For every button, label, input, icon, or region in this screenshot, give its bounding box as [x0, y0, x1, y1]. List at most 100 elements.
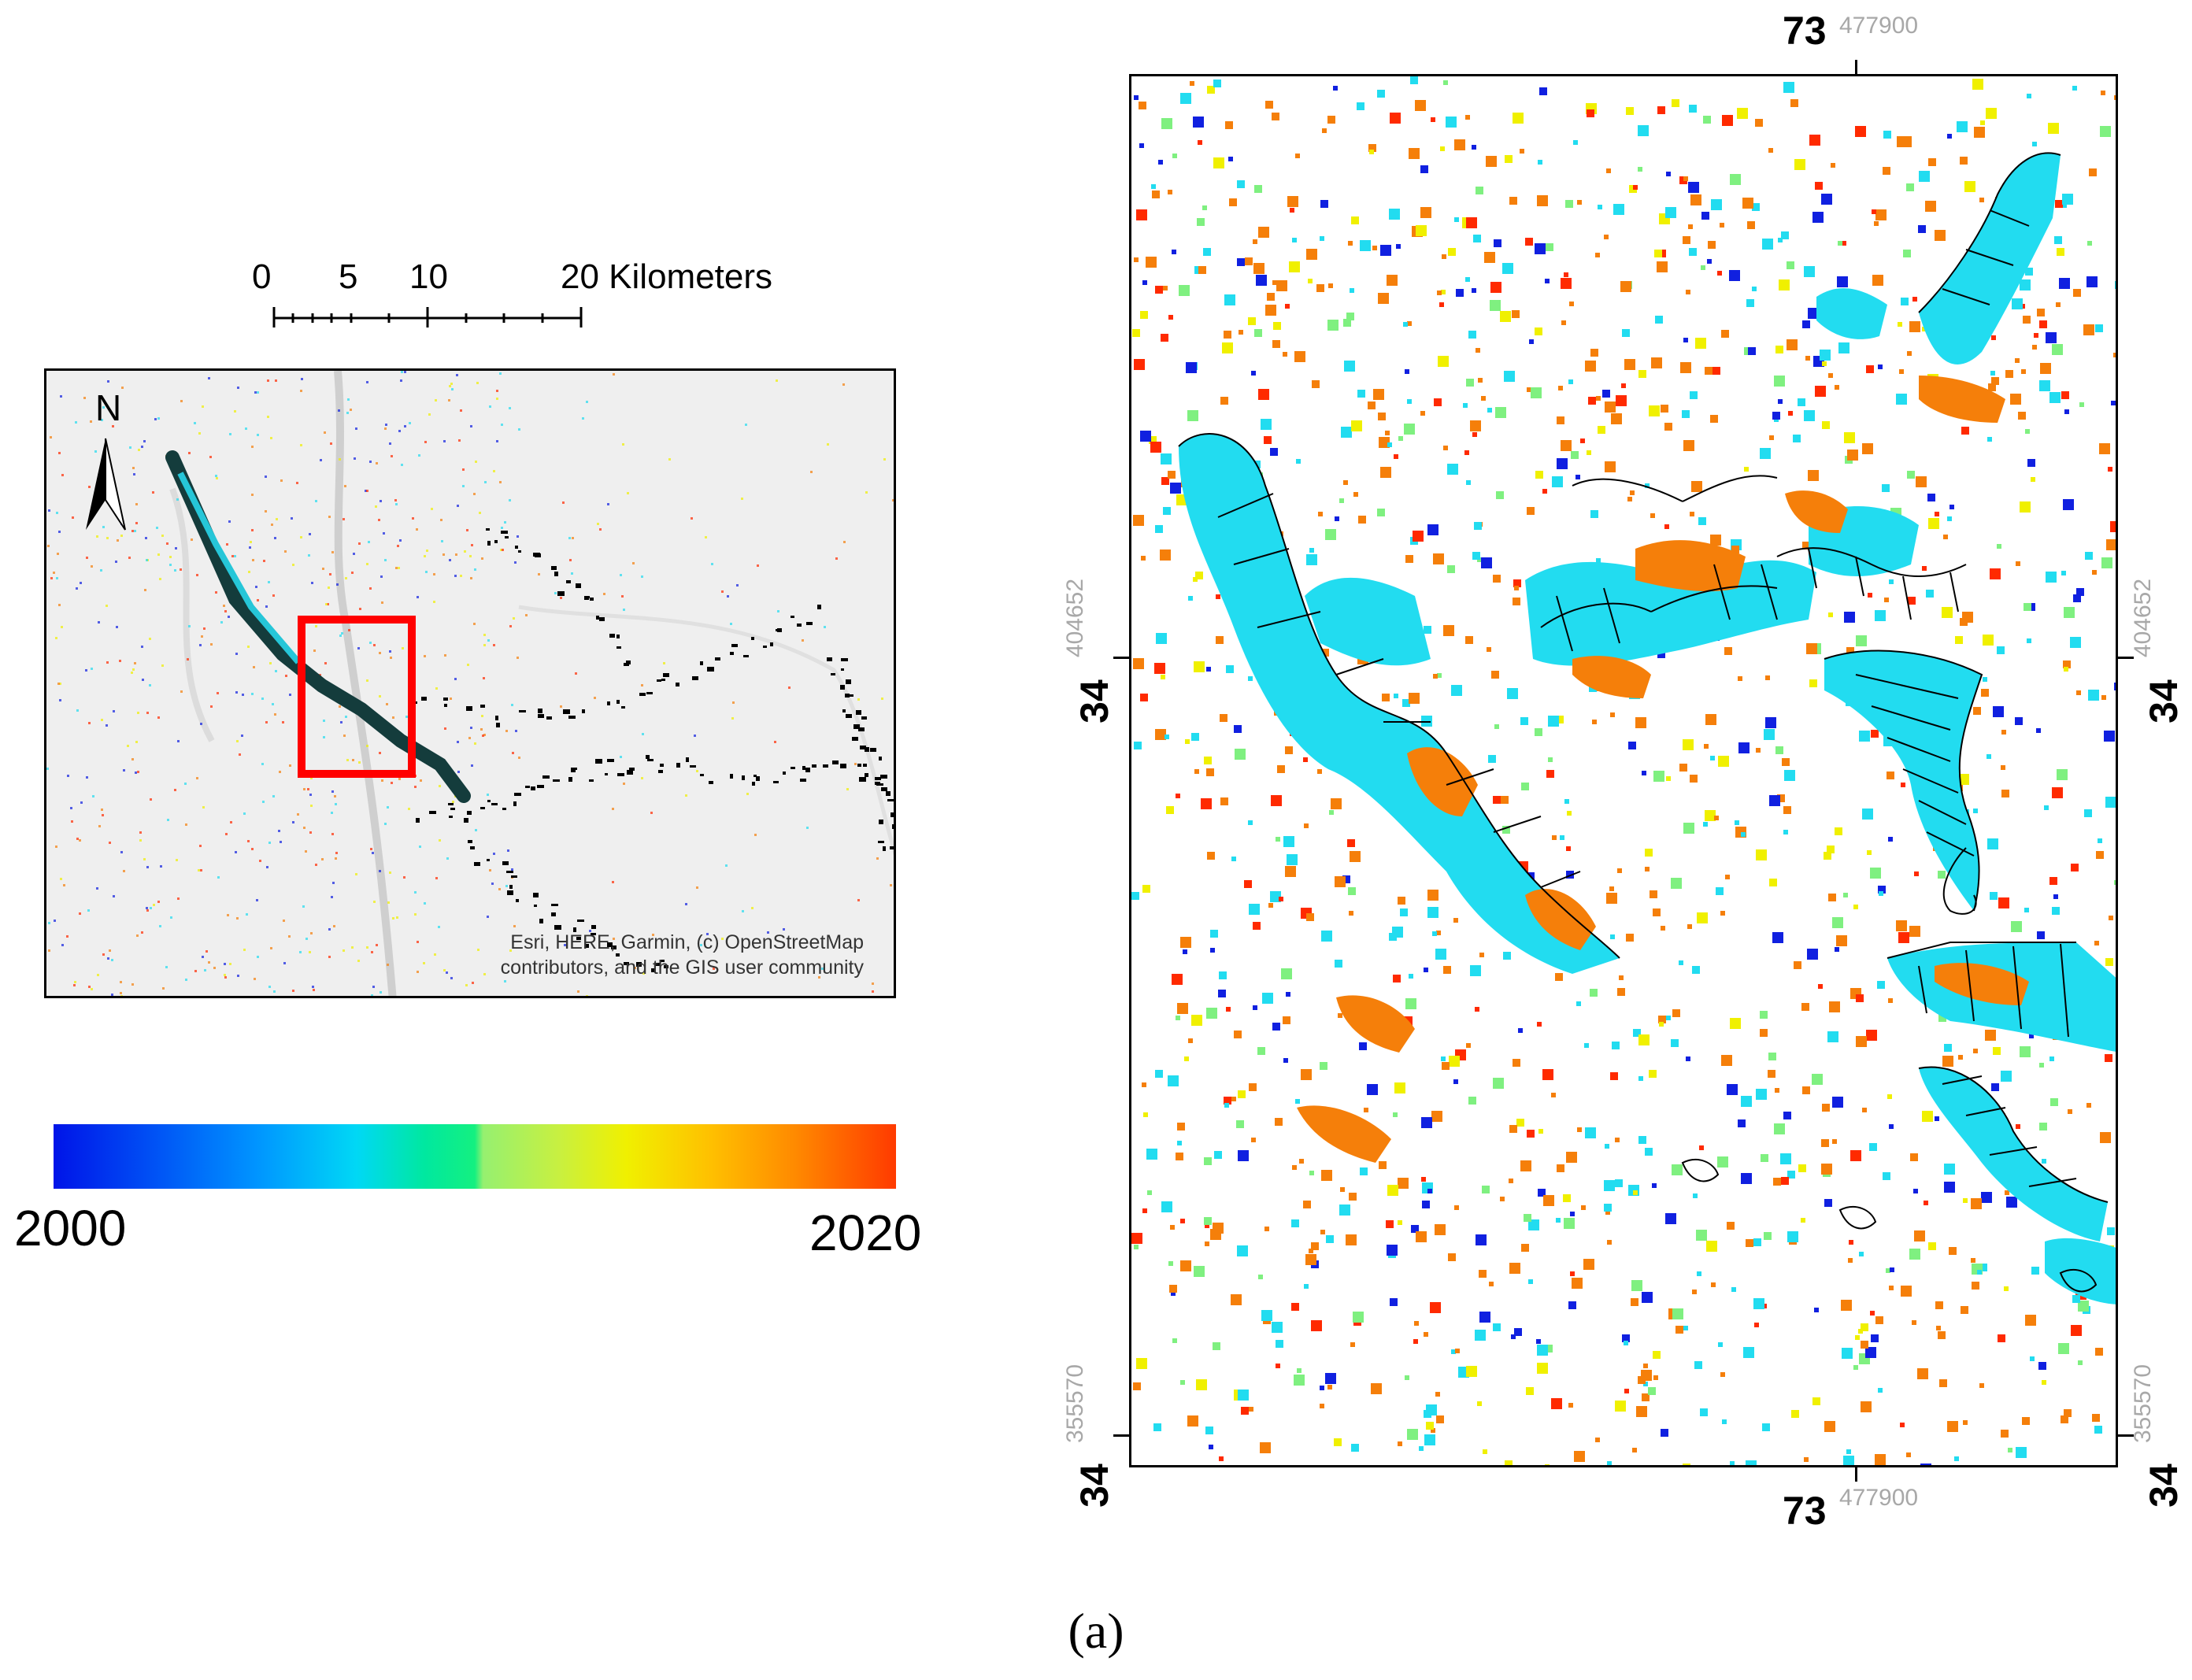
change-pixel: [2115, 281, 2116, 289]
overview-pixel: [613, 373, 615, 376]
overview-glacier-point: [608, 942, 613, 946]
change-pixel: [2030, 1356, 2035, 1361]
overview-glacier-point: [802, 766, 805, 770]
change-pixel: [1291, 1219, 1299, 1227]
overview-glacier-point: [663, 673, 669, 677]
overview-pixel: [358, 542, 361, 545]
change-pixel: [1502, 826, 1510, 834]
overview-pixel: [788, 686, 791, 689]
change-pixel: [1901, 1286, 1912, 1297]
overview-pixel: [504, 521, 506, 524]
change-pixel: [1650, 890, 1657, 898]
change-pixel: [1748, 347, 1756, 355]
change-pixel: [1683, 1326, 1688, 1330]
overview-pixel: [117, 539, 119, 542]
change-pixel: [1349, 911, 1353, 916]
change-pixel: [1394, 694, 1398, 698]
change-pixel: [1935, 230, 1946, 241]
change-pixel: [2095, 1348, 2103, 1356]
overview-pixel: [774, 741, 776, 743]
change-pixel: [2104, 731, 2115, 742]
overview-pixel: [61, 944, 64, 946]
overview-glacier-point: [892, 824, 894, 829]
change-pixel: [1809, 679, 1817, 687]
change-pixel: [1482, 1186, 1490, 1193]
change-pixel: [1710, 415, 1718, 423]
change-pixel: [1155, 286, 1163, 294]
change-pixel: [2100, 126, 2111, 137]
overview-pixel: [81, 997, 83, 998]
change-pixel: [1435, 949, 1446, 960]
overview-pixel: [201, 635, 203, 638]
overview-glacier-point: [841, 668, 844, 671]
overview-pixel: [458, 439, 461, 442]
change-pixel: [1633, 1190, 1638, 1195]
change-pixel: [1980, 120, 1985, 125]
overview-pixel: [106, 661, 109, 664]
change-pixel: [1340, 1187, 1345, 1192]
change-pixel: [1443, 966, 1451, 974]
change-pixel: [1234, 1031, 1242, 1038]
overview-pixel: [243, 812, 246, 815]
change-pixel: [1398, 1441, 1402, 1446]
overview-pixel: [876, 857, 879, 860]
overview-glacier-point: [651, 968, 656, 972]
overview-pixel: [402, 647, 404, 649]
overview-glacier-point: [507, 890, 513, 895]
overview-pixel: [176, 859, 178, 861]
overview-pixel: [265, 510, 267, 513]
overview-pixel: [98, 621, 100, 624]
overview-glacier-point: [715, 657, 720, 661]
change-pixel: [1821, 1164, 1832, 1175]
change-pixel: [1686, 1056, 1690, 1061]
change-pixel: [1512, 310, 1520, 318]
change-pixel: [1828, 612, 1833, 617]
change-pixel: [1237, 180, 1245, 188]
overview-pixel: [642, 972, 645, 975]
change-pixel: [1724, 647, 1732, 655]
change-pixel: [1794, 961, 1801, 969]
change-pixel: [1624, 359, 1635, 370]
change-pixel: [1176, 1153, 1183, 1160]
overview-pixel: [397, 545, 399, 547]
change-pixel: [1769, 879, 1777, 886]
overview-pixel: [247, 646, 250, 648]
change-pixel: [1875, 1454, 1886, 1465]
overview-pixel: [730, 623, 732, 625]
change-pixel: [1472, 552, 1480, 560]
change-pixel: [2005, 1190, 2009, 1195]
overview-pixel: [473, 623, 476, 625]
overview-pixel: [292, 821, 294, 823]
change-pixel: [1309, 1171, 1314, 1175]
change-pixel: [1421, 1117, 1432, 1128]
change-pixel: [2044, 805, 2049, 810]
change-pixel: [1472, 145, 1476, 150]
overview-pixel: [696, 770, 698, 772]
change-pixel: [1671, 1039, 1679, 1047]
change-pixel: [1500, 311, 1511, 322]
overview-pixel: [366, 745, 368, 747]
change-pixel: [1339, 498, 1344, 503]
change-pixel: [1276, 1364, 1280, 1368]
change-pixel: [1596, 558, 1601, 563]
overview-pixel: [320, 459, 322, 461]
right-tick-upper: [2118, 657, 2134, 659]
change-pixel: [1710, 535, 1721, 546]
overview-pixel: [120, 995, 123, 996]
overview-pixel: [499, 481, 502, 483]
change-pixel: [1400, 908, 1408, 916]
overview-pixel: [685, 903, 687, 905]
change-pixel: [1140, 431, 1151, 442]
change-pixel: [1236, 1120, 1244, 1128]
overview-pixel: [272, 594, 275, 597]
overview-pixel: [198, 869, 200, 871]
overview-glacier-point: [486, 528, 490, 531]
overview-glacier-point: [887, 799, 894, 801]
change-pixel: [1186, 362, 1197, 373]
overview-pixel: [310, 932, 313, 934]
change-pixel: [1320, 200, 1328, 208]
overview-pixel: [513, 925, 516, 927]
bottom-lon-degree: 73: [1783, 1489, 1827, 1533]
change-pixel: [1798, 1164, 1806, 1172]
overview-glacier-point: [576, 583, 581, 588]
